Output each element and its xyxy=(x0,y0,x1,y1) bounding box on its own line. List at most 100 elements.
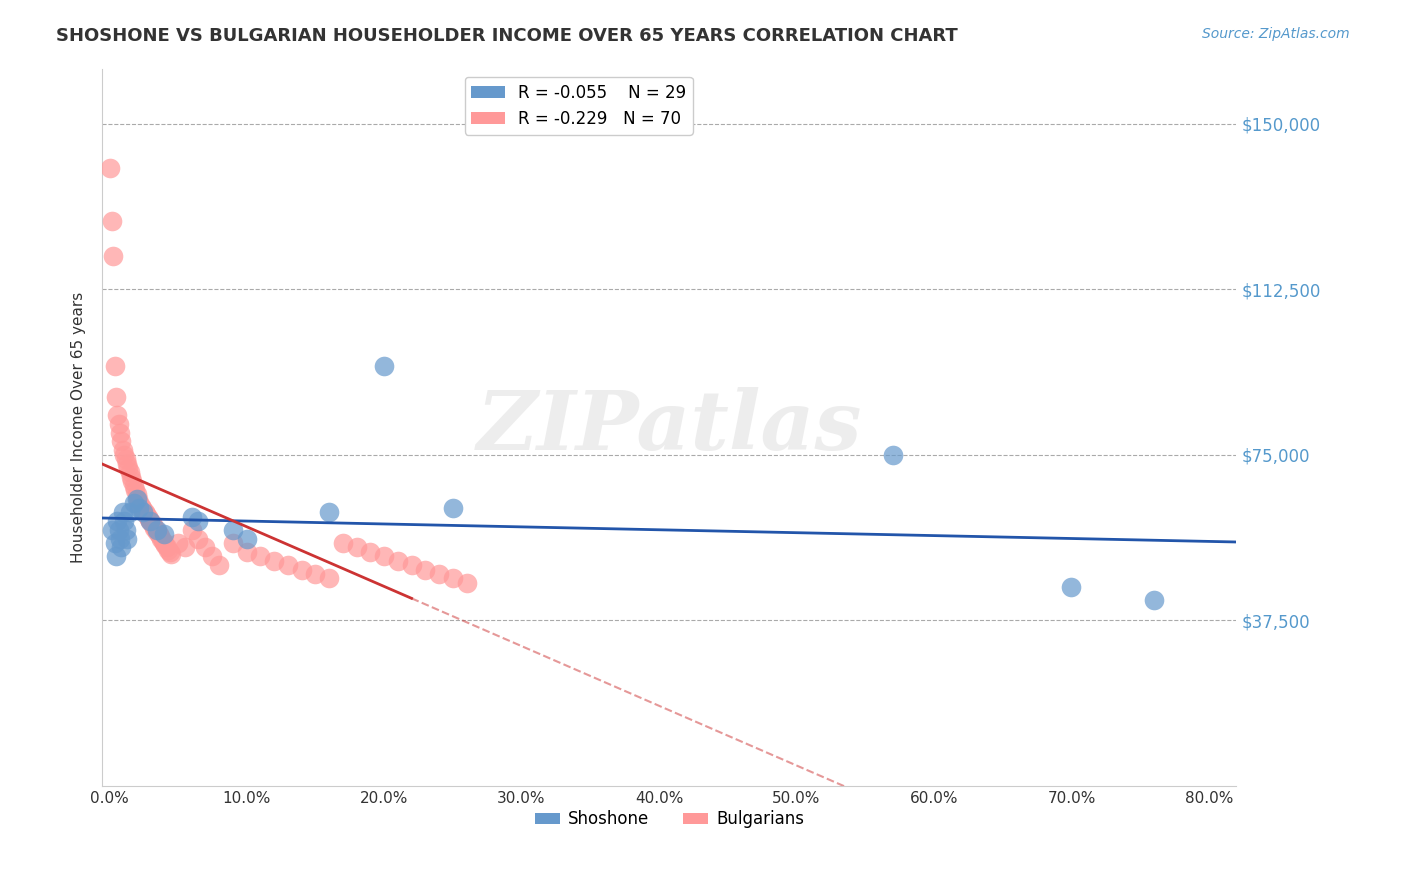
Point xyxy=(141,516,163,530)
Point xyxy=(441,500,464,515)
Text: Source: ZipAtlas.com: Source: ZipAtlas.com xyxy=(1202,27,1350,41)
Point xyxy=(263,554,285,568)
Point xyxy=(187,514,209,528)
Point xyxy=(235,532,257,546)
Point xyxy=(105,514,128,528)
Point xyxy=(122,496,145,510)
Point xyxy=(110,434,132,449)
Point xyxy=(194,541,217,555)
Point xyxy=(882,448,904,462)
Point xyxy=(441,571,464,585)
Point xyxy=(166,536,188,550)
Point xyxy=(108,532,131,546)
Point xyxy=(1060,580,1083,594)
Point xyxy=(148,527,170,541)
Point xyxy=(149,529,172,543)
Point xyxy=(118,466,141,480)
Point xyxy=(107,523,129,537)
Point xyxy=(105,408,128,422)
Point xyxy=(124,483,146,497)
Point xyxy=(101,523,124,537)
Point xyxy=(128,500,150,515)
Point xyxy=(128,496,150,510)
Point xyxy=(153,536,176,550)
Point xyxy=(103,536,125,550)
Point xyxy=(120,470,142,484)
Point xyxy=(104,549,127,564)
Point xyxy=(427,566,450,581)
Point xyxy=(413,562,436,576)
Text: SHOSHONE VS BULGARIAN HOUSEHOLDER INCOME OVER 65 YEARS CORRELATION CHART: SHOSHONE VS BULGARIAN HOUSEHOLDER INCOME… xyxy=(56,27,957,45)
Point xyxy=(117,461,139,475)
Point xyxy=(346,541,368,555)
Point xyxy=(108,425,131,440)
Point xyxy=(132,503,155,517)
Point xyxy=(101,214,124,228)
Point xyxy=(152,533,174,548)
Point xyxy=(136,509,159,524)
Point xyxy=(401,558,423,573)
Point xyxy=(135,508,157,522)
Point xyxy=(107,417,129,431)
Point xyxy=(143,520,166,534)
Point xyxy=(121,474,143,488)
Point xyxy=(359,545,381,559)
Point xyxy=(160,547,183,561)
Point xyxy=(103,359,125,374)
Point xyxy=(118,505,141,519)
Point xyxy=(235,545,257,559)
Point xyxy=(112,448,135,462)
Point xyxy=(131,500,153,515)
Point xyxy=(134,505,156,519)
Point xyxy=(373,359,395,374)
Point xyxy=(208,558,231,573)
Point xyxy=(153,527,176,541)
Point xyxy=(103,249,125,263)
Point xyxy=(318,571,340,585)
Point xyxy=(318,505,340,519)
Point xyxy=(142,518,165,533)
Point xyxy=(159,545,181,559)
Point xyxy=(114,523,136,537)
Point xyxy=(373,549,395,564)
Text: ZIPatlas: ZIPatlas xyxy=(477,387,862,467)
Point xyxy=(111,505,134,519)
Point xyxy=(156,541,179,555)
Point xyxy=(332,536,354,550)
Point xyxy=(112,514,135,528)
Point xyxy=(122,478,145,492)
Point xyxy=(157,542,180,557)
Point xyxy=(180,509,202,524)
Point xyxy=(138,512,160,526)
Point xyxy=(304,566,326,581)
Point xyxy=(139,514,162,528)
Point xyxy=(114,452,136,467)
Point xyxy=(111,443,134,458)
Point xyxy=(222,536,245,550)
Y-axis label: Householder Income Over 65 years: Householder Income Over 65 years xyxy=(72,292,86,563)
Point xyxy=(180,523,202,537)
Point xyxy=(277,558,299,573)
Point xyxy=(249,549,271,564)
Point xyxy=(104,390,127,404)
Point xyxy=(110,541,132,555)
Point xyxy=(201,549,224,564)
Point xyxy=(129,499,152,513)
Point xyxy=(456,575,478,590)
Point xyxy=(139,514,162,528)
Point xyxy=(187,532,209,546)
Point xyxy=(146,523,169,537)
Point xyxy=(387,554,409,568)
Point xyxy=(222,523,245,537)
Point xyxy=(155,538,177,552)
Point xyxy=(115,532,138,546)
Legend: Shoshone, Bulgarians: Shoshone, Bulgarians xyxy=(529,804,811,835)
Point xyxy=(173,541,195,555)
Point xyxy=(132,505,155,519)
Point xyxy=(290,562,312,576)
Point xyxy=(127,491,149,506)
Point xyxy=(125,491,148,506)
Point xyxy=(146,524,169,539)
Point xyxy=(150,532,173,546)
Point xyxy=(125,487,148,501)
